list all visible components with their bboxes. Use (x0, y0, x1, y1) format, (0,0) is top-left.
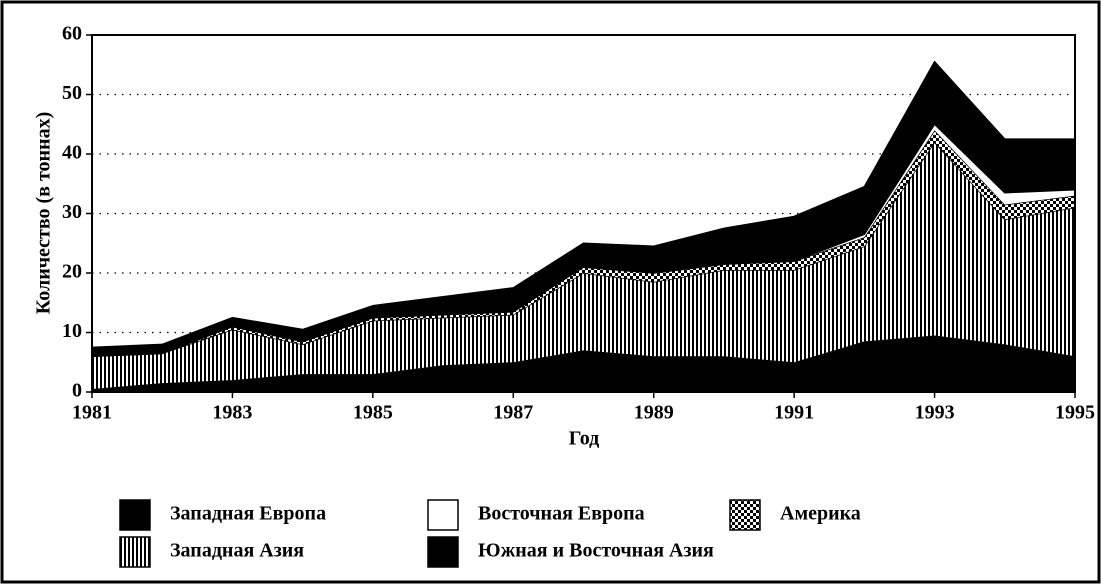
legend-label: Южная и Восточная Азия (478, 540, 714, 562)
y-tick-label: 10 (62, 320, 82, 342)
legend-label: Америка (780, 503, 861, 525)
area-top (91, 60, 1075, 349)
y-tick-label: 0 (72, 380, 82, 402)
legend-swatch (427, 499, 459, 531)
plot-border (91, 34, 1076, 393)
legend-label: Западная Азия (170, 540, 304, 562)
legend-label: Восточная Европа (478, 503, 645, 525)
area-fill (92, 61, 1075, 357)
y-tick-label: 60 (62, 23, 82, 45)
x-tick-label: 1985 (353, 402, 393, 424)
area-fill (92, 142, 1075, 390)
area-fill (92, 335, 1075, 392)
x-axis-label: Год (569, 428, 600, 450)
legend-swatch (729, 499, 761, 531)
y-axis-label: Количество (в тоннах) (33, 112, 55, 314)
legend-swatch (427, 536, 459, 568)
legend-label: Западная Европа (170, 503, 326, 525)
y-tick-label: 20 (62, 261, 82, 283)
x-tick-label: 1995 (1055, 402, 1095, 424)
y-tick-label: 30 (62, 201, 82, 223)
x-tick-label: 1981 (72, 402, 112, 424)
legend-swatch (119, 499, 151, 531)
y-tick-label: 50 (62, 82, 82, 104)
x-tick-label: 1991 (774, 402, 814, 424)
x-tick-label: 1983 (212, 402, 252, 424)
x-tick-label: 1989 (634, 402, 674, 424)
legend-swatch (119, 536, 151, 568)
x-tick-label: 1993 (915, 402, 955, 424)
x-tick-label: 1987 (493, 402, 533, 424)
y-tick-label: 40 (62, 142, 82, 164)
